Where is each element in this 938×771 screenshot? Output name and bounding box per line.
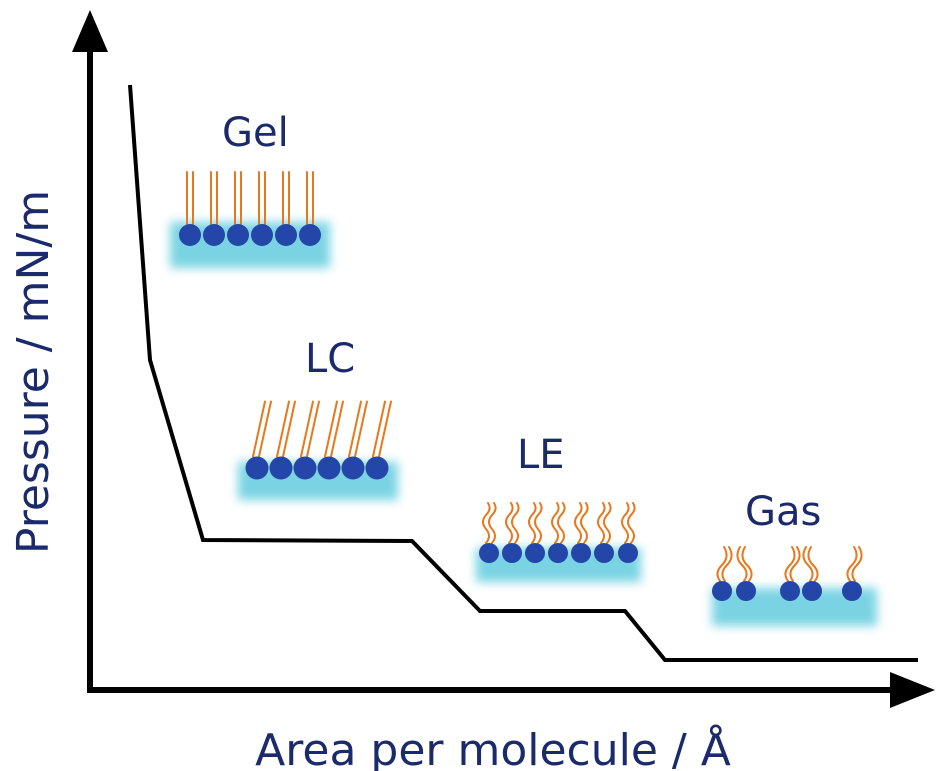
x-axis-arrowhead [890,672,935,708]
lipid-head [365,456,389,480]
lipid-tail [482,502,491,544]
lipid-tail [597,502,606,544]
lipid-tail [716,546,728,582]
lipid-tail [306,400,320,458]
lipid-head [502,543,522,563]
lipid-tails [482,502,636,544]
lipid-tail [348,400,362,458]
lipid-tail [372,400,386,458]
lipid-tail [736,546,748,582]
lipid-tails [716,546,863,582]
lipid-head [842,581,862,601]
x-axis-label: Area per molecule / Å [255,723,731,771]
lipid-tail [505,502,514,544]
lipid-head [594,543,614,563]
phase-gas [712,546,877,626]
lipid-head [227,224,249,246]
lipid-head [548,543,568,563]
lipid-head [275,224,297,246]
lipid-tail [580,502,589,544]
lipid-tail [741,546,753,582]
lipid-tail [330,400,344,458]
lipid-head [525,543,545,563]
lipid-head [618,543,638,563]
lipid-head [251,224,273,246]
lipid-tail [574,502,583,544]
lipid-head [780,581,800,601]
lipid-head [203,224,225,246]
lipid-head [179,224,201,246]
lipid-tails [186,171,314,225]
lipid-tail [851,546,863,582]
lipid-tail [534,502,543,544]
phase-gel [170,171,330,268]
lipid-tail [789,546,801,582]
lipid-tail [354,400,368,458]
lipid-head [299,224,321,246]
lipid-heads [479,543,638,563]
phase-label-lc: LC [305,336,355,382]
lipid-head [341,456,365,480]
lipid-tail [324,400,338,458]
lipid-tail [721,546,733,582]
lipid-head [571,543,591,563]
lipid-head [736,581,756,601]
lipid-tail [378,400,392,458]
lipid-head [245,456,269,480]
lipid-heads [712,581,862,601]
lipid-heads [245,456,389,480]
lipid-head [317,456,341,480]
lipid-head [269,456,293,480]
lipid-tail [621,502,630,544]
lipid-tail [258,400,272,458]
lipid-tail [282,400,296,458]
phase-lc [238,400,398,500]
lipid-tail [784,546,796,582]
lipid-tail [627,502,636,544]
axes [72,10,935,708]
lipid-tail [511,502,520,544]
lipid-head [293,456,317,480]
lipid-tail [488,502,497,544]
y-axis-arrowhead [72,10,108,52]
lipid-tail [807,546,819,582]
lipid-tails [252,400,392,458]
y-axis-label: Pressure / mN/m [8,190,59,554]
phase-label-gel: Gel [222,110,289,156]
lipid-heads [179,224,321,246]
isotherm-curve [128,84,918,662]
phase-le [476,502,641,582]
lipid-tail [252,400,266,458]
lipid-tail [551,502,560,544]
lipid-tail [846,546,858,582]
lipid-tail [528,502,537,544]
lipid-tail [557,502,566,544]
lipid-head [802,581,822,601]
phase-label-le: LE [517,432,565,478]
phase-label-gas: Gas [745,489,821,535]
lipid-head [479,543,499,563]
lipid-tail [802,546,814,582]
lipid-tail [603,502,612,544]
lipid-head [712,581,732,601]
lipid-tail [276,400,290,458]
lipid-tail [300,400,314,458]
